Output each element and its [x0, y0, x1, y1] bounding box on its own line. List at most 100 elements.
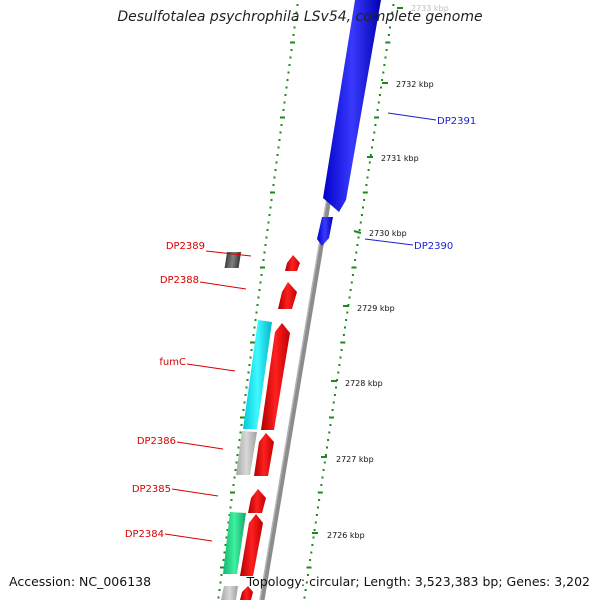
outer-ring-dot [290, 49, 293, 51]
tick-label: 2732 kbp [396, 80, 434, 89]
leader-line [171, 488, 219, 497]
tick-label: 2733 kbp [411, 4, 449, 13]
outer-ring-dot [274, 169, 277, 171]
gene-DP2389-arrow[interactable] [285, 255, 300, 271]
inner-ring-dot [337, 371, 340, 374]
kbp-ticks: 2733 kbp 2732 kbp 2731 kbp 2730 kbp 2729… [312, 4, 449, 540]
outer-ring-dot [264, 244, 267, 246]
outer-ring-dot [278, 139, 281, 141]
outer-ring-dot [237, 446, 240, 449]
tick-label: 2727 kbp [336, 455, 374, 464]
outer-ring-dot [266, 229, 269, 231]
outer-ring-dot [232, 484, 235, 486]
inner-ring-dot [321, 476, 324, 479]
inner-ring-dot [333, 394, 336, 396]
gene-label-fumC[interactable]: fumC [159, 357, 186, 368]
outer-ring-dot [273, 176, 276, 179]
outer-ring-dot [262, 259, 265, 261]
inner-ring-dot [332, 401, 335, 404]
outer-ring-dot [275, 161, 278, 164]
inner-ring-dot [317, 506, 319, 509]
gene-DP2385[interactable] [248, 489, 266, 513]
gene-partial-grey[interactable] [221, 586, 238, 600]
outer-ring-dot [272, 184, 275, 186]
inner-ring-dot [345, 319, 348, 321]
inner-ring-dot [323, 461, 326, 464]
outer-ring-dot [270, 199, 273, 201]
outer-ring-dot [279, 131, 282, 134]
inner-ring-dot [304, 589, 307, 591]
gene-DP2384-arrow[interactable] [240, 514, 263, 576]
inner-ring-dot [368, 161, 371, 164]
outer-ring-dot [252, 334, 255, 336]
inner-tick-ring [303, 4, 395, 599]
gene-DP2388[interactable] [278, 282, 297, 309]
inner-ring-dot [389, 26, 391, 29]
inner-ring-dot [318, 499, 321, 501]
gene-label-DP2388[interactable]: DP2388 [160, 275, 199, 286]
gene-DP2386-arrow[interactable] [254, 433, 274, 476]
outer-ring-dot [233, 476, 236, 479]
inner-ring-dot [357, 236, 360, 239]
tick-label: 2726 kbp [327, 531, 365, 540]
inner-ring-dot [306, 574, 309, 576]
inner-ring-dot [374, 124, 377, 126]
outer-ring-dot [230, 491, 235, 494]
outer-ring-dot [276, 154, 279, 156]
gene-DP2386-block[interactable] [236, 431, 257, 475]
inner-ring-dot [315, 514, 318, 516]
inner-ring-dot [362, 206, 364, 209]
inner-ring-dot [329, 416, 334, 419]
inner-ring-dot [380, 86, 382, 89]
outer-ring-dot [287, 71, 290, 74]
outer-ring-dot [228, 514, 231, 516]
outer-ring-dot [284, 94, 287, 96]
outer-ring-dot [244, 394, 247, 396]
gene-fumC-arrow[interactable] [261, 323, 290, 430]
outer-ring-dot [240, 416, 245, 419]
gene-label-DP2384[interactable]: DP2384 [125, 529, 164, 540]
gene-fumC-block[interactable] [243, 320, 272, 429]
gene-partial-red[interactable] [240, 586, 253, 600]
inner-ring-dot [324, 454, 327, 456]
inner-ring-dot [327, 439, 330, 441]
outer-ring-dot [230, 499, 233, 501]
inner-ring-dot [371, 146, 373, 149]
outer-ring-dot [249, 356, 252, 359]
gene-label-DP2391[interactable]: DP2391 [437, 116, 476, 127]
inner-ring-dot [344, 326, 346, 329]
outer-ring-dot [245, 386, 248, 389]
inner-ring-dot [328, 431, 331, 434]
inner-ring-dot [335, 386, 337, 389]
gene-DP2389-block[interactable] [224, 252, 242, 268]
inner-ring-dot [326, 446, 328, 449]
inner-ring-dot [385, 41, 391, 44]
gene-DP2390[interactable] [317, 217, 333, 246]
gene-label-DP2386[interactable]: DP2386 [137, 436, 176, 447]
inner-ring-dot [309, 559, 312, 561]
inner-ring-dot [383, 64, 386, 66]
inner-ring-dot [382, 71, 385, 74]
outer-ring-dot [220, 574, 223, 576]
leader-line [176, 441, 224, 450]
leader-line [164, 533, 213, 542]
gene-label-DP2385[interactable]: DP2385 [132, 484, 171, 495]
outer-ring-dot [234, 469, 237, 471]
outer-ring-dot [289, 56, 292, 59]
genome-stats: Topology: circular; Length: 3,523,383 bp… [246, 574, 590, 589]
leader-line [186, 363, 236, 372]
gene-DP2391[interactable] [323, 0, 381, 212]
gene-label-DP2389[interactable]: DP2389 [166, 241, 205, 252]
outer-ring-dot [288, 64, 291, 66]
outer-ring-dot [280, 116, 285, 119]
inner-ring-dot [362, 191, 368, 194]
inner-ring-dot [391, 11, 394, 14]
gene-DP2384-block[interactable] [223, 512, 246, 574]
gene-label-DP2390[interactable]: DP2390 [414, 241, 453, 252]
inner-ring-dot [390, 19, 393, 21]
inner-ring-dot [358, 229, 361, 231]
inner-ring-dot [310, 551, 313, 554]
outer-ring-dot [263, 251, 266, 254]
outer-ring-dot [242, 409, 245, 411]
inner-ring-dot [378, 94, 381, 96]
